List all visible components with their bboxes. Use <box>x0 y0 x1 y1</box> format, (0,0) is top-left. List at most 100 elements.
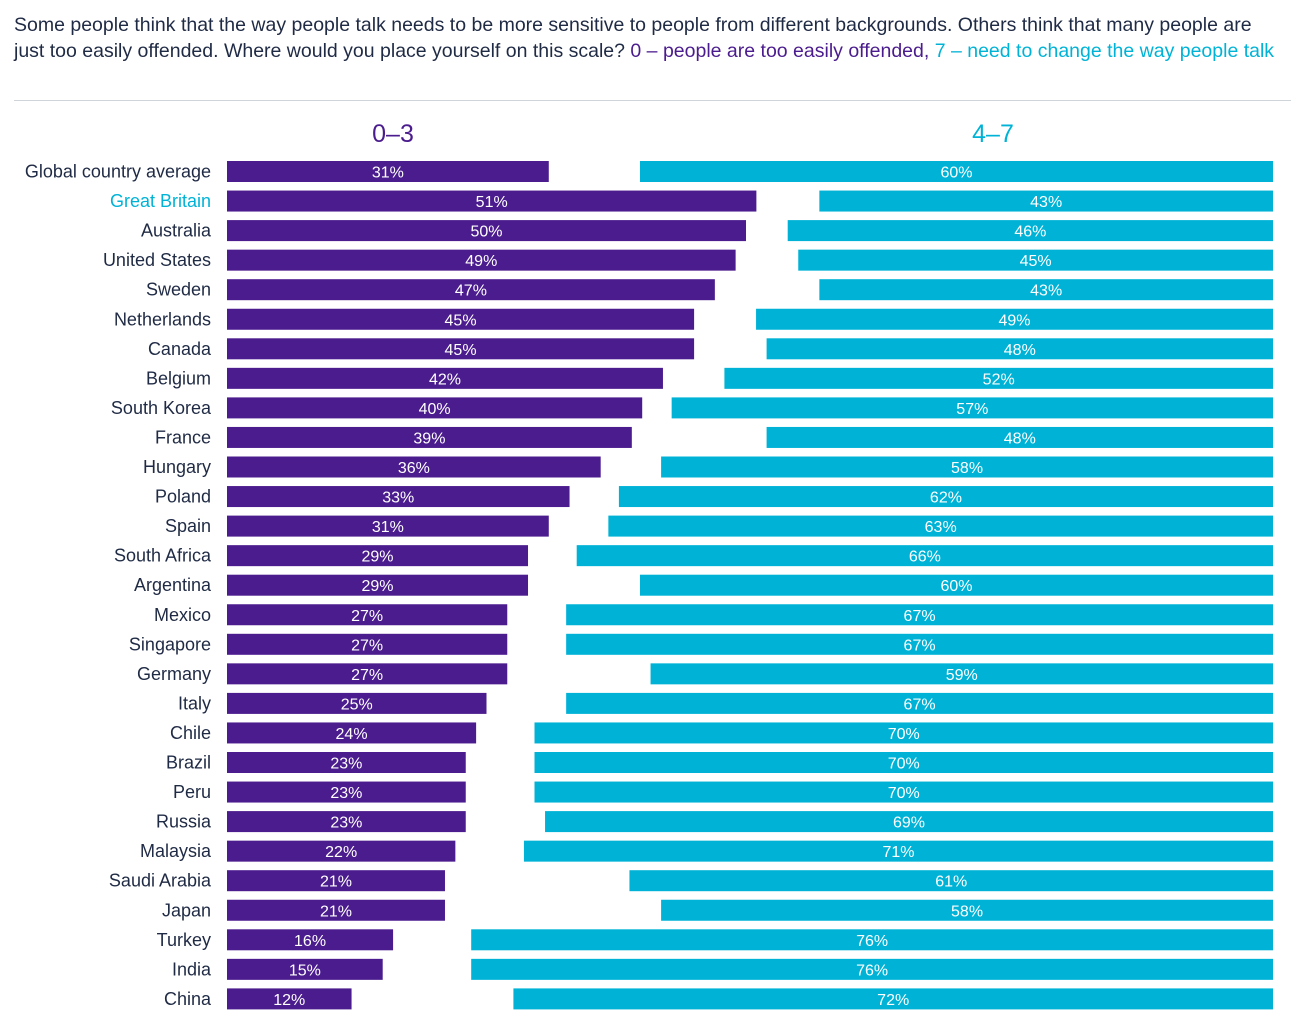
bar-value-label-0-3: 31% <box>372 165 404 182</box>
bar-0-3 <box>227 456 601 478</box>
bar-4-7 <box>661 899 1273 921</box>
bar-4-7 <box>576 545 1273 567</box>
bar-value-label-0-3: 50% <box>470 224 502 241</box>
bar-4-7 <box>534 752 1273 773</box>
category-label: Argentina <box>134 575 212 595</box>
bar-4-7 <box>566 604 1273 626</box>
bar-0-3 <box>227 161 549 182</box>
scale-low-label: 0 – people are too easily offended, <box>630 40 930 62</box>
bar-0-3 <box>227 988 352 1010</box>
bar-4-7 <box>661 456 1273 478</box>
bar-value-label-0-3: 27% <box>351 667 383 684</box>
bar-value-label-0-3: 23% <box>330 815 362 832</box>
category-label: Russia <box>156 812 212 832</box>
category-label: Malaysia <box>140 841 212 861</box>
category-label: Singapore <box>129 634 211 654</box>
bar-value-label-4-7: 58% <box>951 460 983 477</box>
category-label: Peru <box>173 782 211 802</box>
series-header-4-7: 4–7 <box>972 120 1014 148</box>
bar-0-3 <box>227 752 466 773</box>
bar-value-label-4-7: 71% <box>882 844 914 861</box>
bar-4-7 <box>640 161 1273 182</box>
bar-value-label-0-3: 29% <box>361 578 393 595</box>
bar-value-label-4-7: 72% <box>877 992 909 1009</box>
bar-value-label-4-7: 45% <box>1020 253 1052 270</box>
category-label: Sweden <box>146 280 211 300</box>
bar-4-7 <box>671 397 1273 419</box>
bar-value-label-0-3: 29% <box>361 549 393 566</box>
bar-0-3 <box>227 781 466 803</box>
bar-value-label-4-7: 66% <box>909 549 941 566</box>
bar-value-label-0-3: 23% <box>330 785 362 802</box>
bar-value-label-0-3: 47% <box>455 283 487 300</box>
bar-4-7 <box>471 958 1273 980</box>
bar-value-label-4-7: 76% <box>856 933 888 950</box>
category-label: Hungary <box>143 457 211 477</box>
bar-value-label-4-7: 57% <box>956 401 988 418</box>
bar-value-label-4-7: 67% <box>904 608 936 625</box>
bar-0-3 <box>227 840 456 862</box>
bar-0-3 <box>227 515 549 537</box>
bar-4-7 <box>618 486 1273 508</box>
bar-value-label-0-3: 36% <box>398 460 430 477</box>
bar-4-7 <box>629 870 1273 892</box>
bar-value-label-4-7: 46% <box>1014 224 1046 241</box>
category-label: India <box>172 959 212 979</box>
bar-value-label-4-7: 70% <box>888 756 920 773</box>
bar-value-label-0-3: 49% <box>465 253 497 270</box>
bar-0-3 <box>227 279 715 301</box>
bar-value-label-4-7: 43% <box>1030 283 1062 300</box>
bar-0-3 <box>227 574 529 596</box>
bar-4-7 <box>523 840 1273 862</box>
bar-4-7 <box>766 426 1273 448</box>
bar-value-label-0-3: 40% <box>419 401 451 418</box>
bar-value-label-0-3: 45% <box>445 312 477 329</box>
category-label: Poland <box>155 487 211 507</box>
bar-0-3 <box>227 397 643 419</box>
bar-value-label-0-3: 22% <box>325 844 357 861</box>
bar-value-label-0-3: 39% <box>413 430 445 447</box>
bar-4-7 <box>608 515 1273 537</box>
category-label: Australia <box>141 221 212 241</box>
bar-0-3 <box>227 692 487 714</box>
bar-0-3 <box>227 308 695 330</box>
bar-4-7 <box>756 308 1273 330</box>
category-label: Saudi Arabia <box>109 871 212 891</box>
bar-value-label-4-7: 60% <box>940 578 972 595</box>
category-label: United States <box>103 250 211 270</box>
category-label: Belgium <box>146 368 211 388</box>
category-label: South Africa <box>114 546 212 566</box>
bar-value-label-4-7: 69% <box>893 815 925 832</box>
category-label: Netherlands <box>114 309 211 329</box>
divider <box>14 100 1291 101</box>
bar-0-3 <box>227 220 746 242</box>
category-label: Great Britain <box>110 191 211 211</box>
category-label: Chile <box>170 723 211 743</box>
bar-0-3 <box>227 426 632 448</box>
category-label: Global country average <box>25 162 211 182</box>
bar-4-7 <box>534 781 1273 803</box>
bar-0-3 <box>227 722 477 744</box>
bar-value-label-0-3: 24% <box>336 726 368 743</box>
bar-4-7 <box>724 367 1273 389</box>
category-label: Turkey <box>157 930 211 950</box>
bar-value-label-0-3: 21% <box>320 874 352 891</box>
bar-0-3 <box>227 249 736 271</box>
bar-value-label-0-3: 15% <box>289 962 321 979</box>
category-label: Germany <box>137 664 211 684</box>
bar-value-label-0-3: 33% <box>382 490 414 507</box>
bar-0-3 <box>227 899 445 921</box>
bar-value-label-4-7: 49% <box>999 312 1031 329</box>
bar-4-7 <box>819 190 1273 212</box>
bar-value-label-0-3: 31% <box>372 519 404 536</box>
bar-0-3 <box>227 367 663 389</box>
bar-value-label-4-7: 67% <box>904 637 936 654</box>
bar-value-label-0-3: 27% <box>351 608 383 625</box>
category-label: Italy <box>178 693 211 713</box>
category-label: Mexico <box>154 605 211 625</box>
bar-0-3 <box>227 338 695 360</box>
bar-4-7 <box>650 663 1273 685</box>
bar-value-label-0-3: 51% <box>476 194 508 211</box>
category-label: Japan <box>162 900 211 920</box>
bar-0-3 <box>227 811 466 833</box>
